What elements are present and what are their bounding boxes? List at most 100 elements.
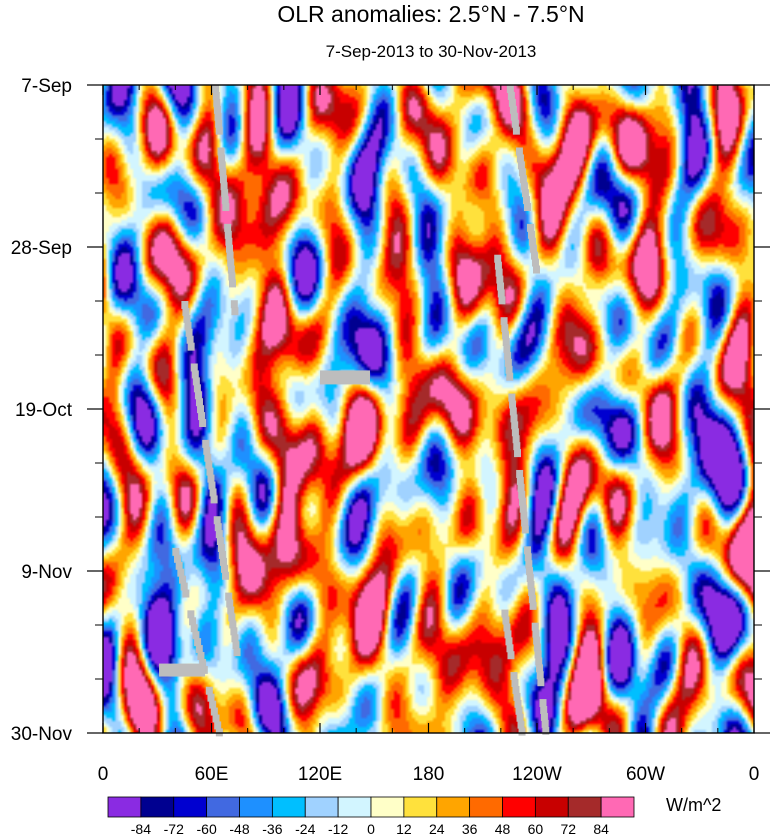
- missing-data-cell: [208, 481, 216, 490]
- missing-data-cell: [541, 719, 549, 728]
- missing-data-cell: [529, 244, 537, 253]
- missing-data-cell: [216, 537, 224, 546]
- missing-data-cell: [214, 721, 222, 730]
- missing-data-cell: [205, 460, 213, 469]
- missing-data-cell: [504, 630, 512, 639]
- missing-data-cell: [232, 641, 240, 650]
- missing-data-cell: [531, 622, 539, 631]
- missing-data-cell: [532, 265, 540, 274]
- missing-data-cell: [516, 713, 524, 722]
- missing-data-cell: [210, 495, 218, 504]
- colorbar-tick-label: -48: [229, 821, 249, 834]
- missing-data-cell: [194, 638, 202, 647]
- missing-data-cell: [179, 575, 187, 584]
- missing-data-cell: [233, 648, 241, 657]
- x-tick-label: 120E: [298, 764, 342, 785]
- missing-data-cell: [494, 254, 502, 263]
- missing-data-cell: [496, 275, 504, 284]
- colorbar-tick-label: -72: [164, 821, 184, 834]
- chart-title: OLR anomalies: 2.5°N - 7.5°N: [277, 1, 584, 27]
- colorbar-swatch: [502, 796, 536, 818]
- colorbar-tick-label: 0: [367, 821, 375, 834]
- missing-data-cell: [187, 610, 195, 619]
- missing-data-cell: [204, 453, 212, 462]
- missing-data-cell: [221, 564, 229, 573]
- missing-data-cell: [519, 175, 527, 184]
- missing-data-cell: [229, 620, 237, 629]
- colorbar-swatch: [370, 796, 405, 818]
- missing-data-cell: [502, 331, 510, 340]
- missing-data-cell: [518, 168, 526, 177]
- missing-data-cell: [537, 678, 545, 687]
- missing-data-block: [320, 370, 370, 385]
- missing-data-cell: [199, 658, 207, 667]
- missing-data-cell: [522, 196, 530, 205]
- missing-data-cell: [505, 365, 513, 374]
- missing-data-cell: [508, 393, 516, 402]
- x-tick-label: 120W: [512, 764, 562, 785]
- missing-data-cell: [172, 547, 180, 556]
- missing-data-cell: [500, 317, 508, 326]
- y-tick-label: 9-Nov: [21, 562, 72, 583]
- colorbar-swatch: [304, 796, 339, 818]
- missing-data-cell: [513, 692, 521, 701]
- missing-data-cell: [506, 644, 514, 653]
- missing-data-cell: [498, 296, 506, 305]
- colorbar-tick-label: 12: [396, 821, 412, 834]
- missing-data-cell: [182, 307, 190, 316]
- heatmap-field: [103, 85, 754, 737]
- x-tick-label: 180: [413, 764, 445, 785]
- y-tick-label: 7-Sep: [21, 76, 72, 97]
- missing-data-cell: [530, 251, 538, 260]
- missing-data-cell: [514, 699, 522, 708]
- missing-data-cell: [517, 720, 525, 729]
- missing-data-cell: [225, 237, 233, 246]
- missing-data-cell: [518, 497, 526, 506]
- missing-data-cell: [511, 679, 519, 687]
- missing-data-cell: [209, 488, 217, 497]
- colorbar-swatch: [403, 796, 438, 818]
- missing-data-cell: [182, 589, 190, 598]
- missing-data-cell: [513, 442, 521, 451]
- missing-data-cell: [528, 587, 536, 596]
- missing-data-cell: [518, 490, 526, 499]
- missing-data-cell: [221, 189, 229, 198]
- missing-data-cell: [175, 561, 183, 570]
- missing-data-cell: [523, 546, 531, 555]
- missing-data-cell: [190, 363, 198, 372]
- missing-data-cell: [209, 700, 217, 709]
- missing-data-block: [159, 663, 206, 677]
- missing-data-cell: [512, 435, 520, 444]
- colorbar-tick-label: -84: [131, 821, 151, 834]
- missing-data-cell: [532, 629, 540, 638]
- x-tick-label: 60E: [195, 764, 229, 785]
- missing-data-cell: [516, 476, 524, 485]
- missing-data-cell: [177, 568, 185, 577]
- missing-data-cell: [227, 258, 235, 267]
- colorbar-swatch: [436, 796, 471, 818]
- missing-data-cell: [214, 112, 222, 121]
- missing-data-cell: [226, 251, 234, 260]
- missing-data-cell: [221, 196, 229, 205]
- missing-data-cell: [197, 652, 205, 660]
- colorbar-tick-label: 24: [429, 821, 445, 834]
- colorbar-swatch: [534, 796, 569, 818]
- missing-data-cell: [228, 272, 236, 281]
- missing-data-cell: [212, 85, 220, 93]
- missing-data-cell: [217, 147, 225, 156]
- x-axis: 0 60E 120E 180 120W 60W 0: [98, 85, 759, 785]
- missing-data-cell: [506, 85, 514, 93]
- missing-data-cell: [225, 592, 233, 601]
- missing-data-cell: [202, 439, 210, 448]
- missing-data-cell: [521, 525, 529, 534]
- missing-data-cell: [193, 384, 201, 393]
- missing-data-cell: [213, 98, 221, 107]
- colorbar-swatch: [271, 796, 306, 818]
- missing-data-cell: [497, 282, 505, 291]
- missing-data-cell: [515, 706, 523, 715]
- colorbar-tick-label: 36: [462, 821, 478, 834]
- missing-data-cell: [539, 699, 547, 708]
- missing-data-cell: [542, 726, 550, 735]
- missing-data-cell: [225, 244, 233, 253]
- missing-data-cell: [504, 351, 512, 360]
